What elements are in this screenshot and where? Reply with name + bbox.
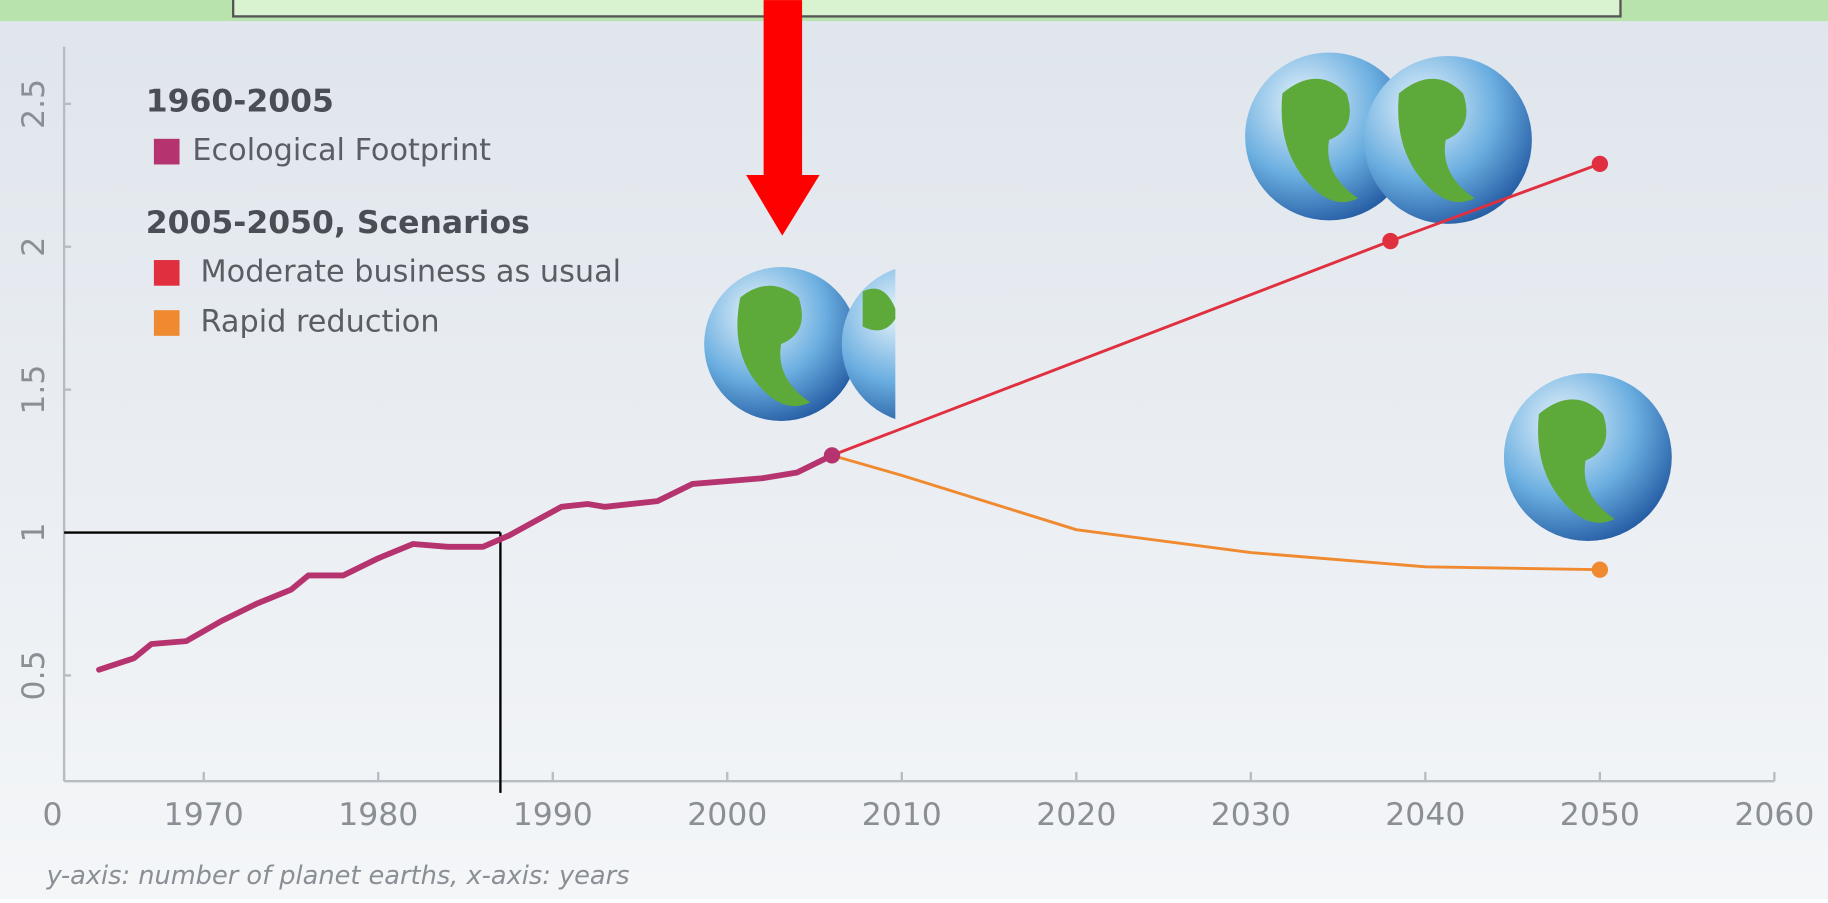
earth xyxy=(1503,373,1672,542)
x-tick-label: 2020 xyxy=(1036,797,1116,833)
legend-swatch xyxy=(153,138,180,165)
x-tick-label: 1990 xyxy=(513,797,593,833)
earth xyxy=(1245,52,1413,221)
legend-heading: 2005-2050, Scenarios xyxy=(146,205,530,241)
series-line xyxy=(96,452,835,673)
legend-swatch xyxy=(153,260,180,286)
x-tick-label: 2000 xyxy=(687,797,767,833)
top-frame xyxy=(231,0,1622,18)
y-tick-label: 2.5 xyxy=(16,79,52,129)
y-tick-label: 1 xyxy=(16,523,52,543)
series-line xyxy=(830,453,1602,572)
y-tick-label: 0.5 xyxy=(16,650,52,700)
earth xyxy=(1364,56,1532,224)
point-marker xyxy=(1382,232,1399,250)
earth-half xyxy=(841,268,896,419)
legend-label: Moderate business as usual xyxy=(201,254,622,289)
x-tick-label: 2050 xyxy=(1560,797,1640,833)
y-tick-label: 1.5 xyxy=(16,365,52,415)
earth-icons xyxy=(704,52,1672,542)
x-tick-label: 2060 xyxy=(1734,797,1814,833)
x-tick-label: 2040 xyxy=(1385,797,1465,833)
y-tick-label: 2 xyxy=(16,237,52,257)
x-tick-label: 0 xyxy=(42,797,62,833)
caption: y-axis: number of planet earths, x-axis:… xyxy=(46,861,630,891)
point-marker xyxy=(823,447,841,464)
x-tick-label: 2030 xyxy=(1211,797,1291,833)
point-marker xyxy=(1591,155,1609,173)
legend-swatch xyxy=(153,310,180,336)
red-arrow xyxy=(746,0,820,236)
x-tick-label: 1970 xyxy=(164,797,244,833)
point-marker xyxy=(1591,561,1609,578)
legend-label: Rapid reduction xyxy=(201,305,440,340)
earth xyxy=(704,267,859,421)
legend-heading: 1960-2005 xyxy=(146,84,334,120)
x-tick-label: 1980 xyxy=(338,797,418,833)
legend-label: Ecological Footprint xyxy=(192,133,491,168)
x-tick-label: 2010 xyxy=(862,797,942,833)
